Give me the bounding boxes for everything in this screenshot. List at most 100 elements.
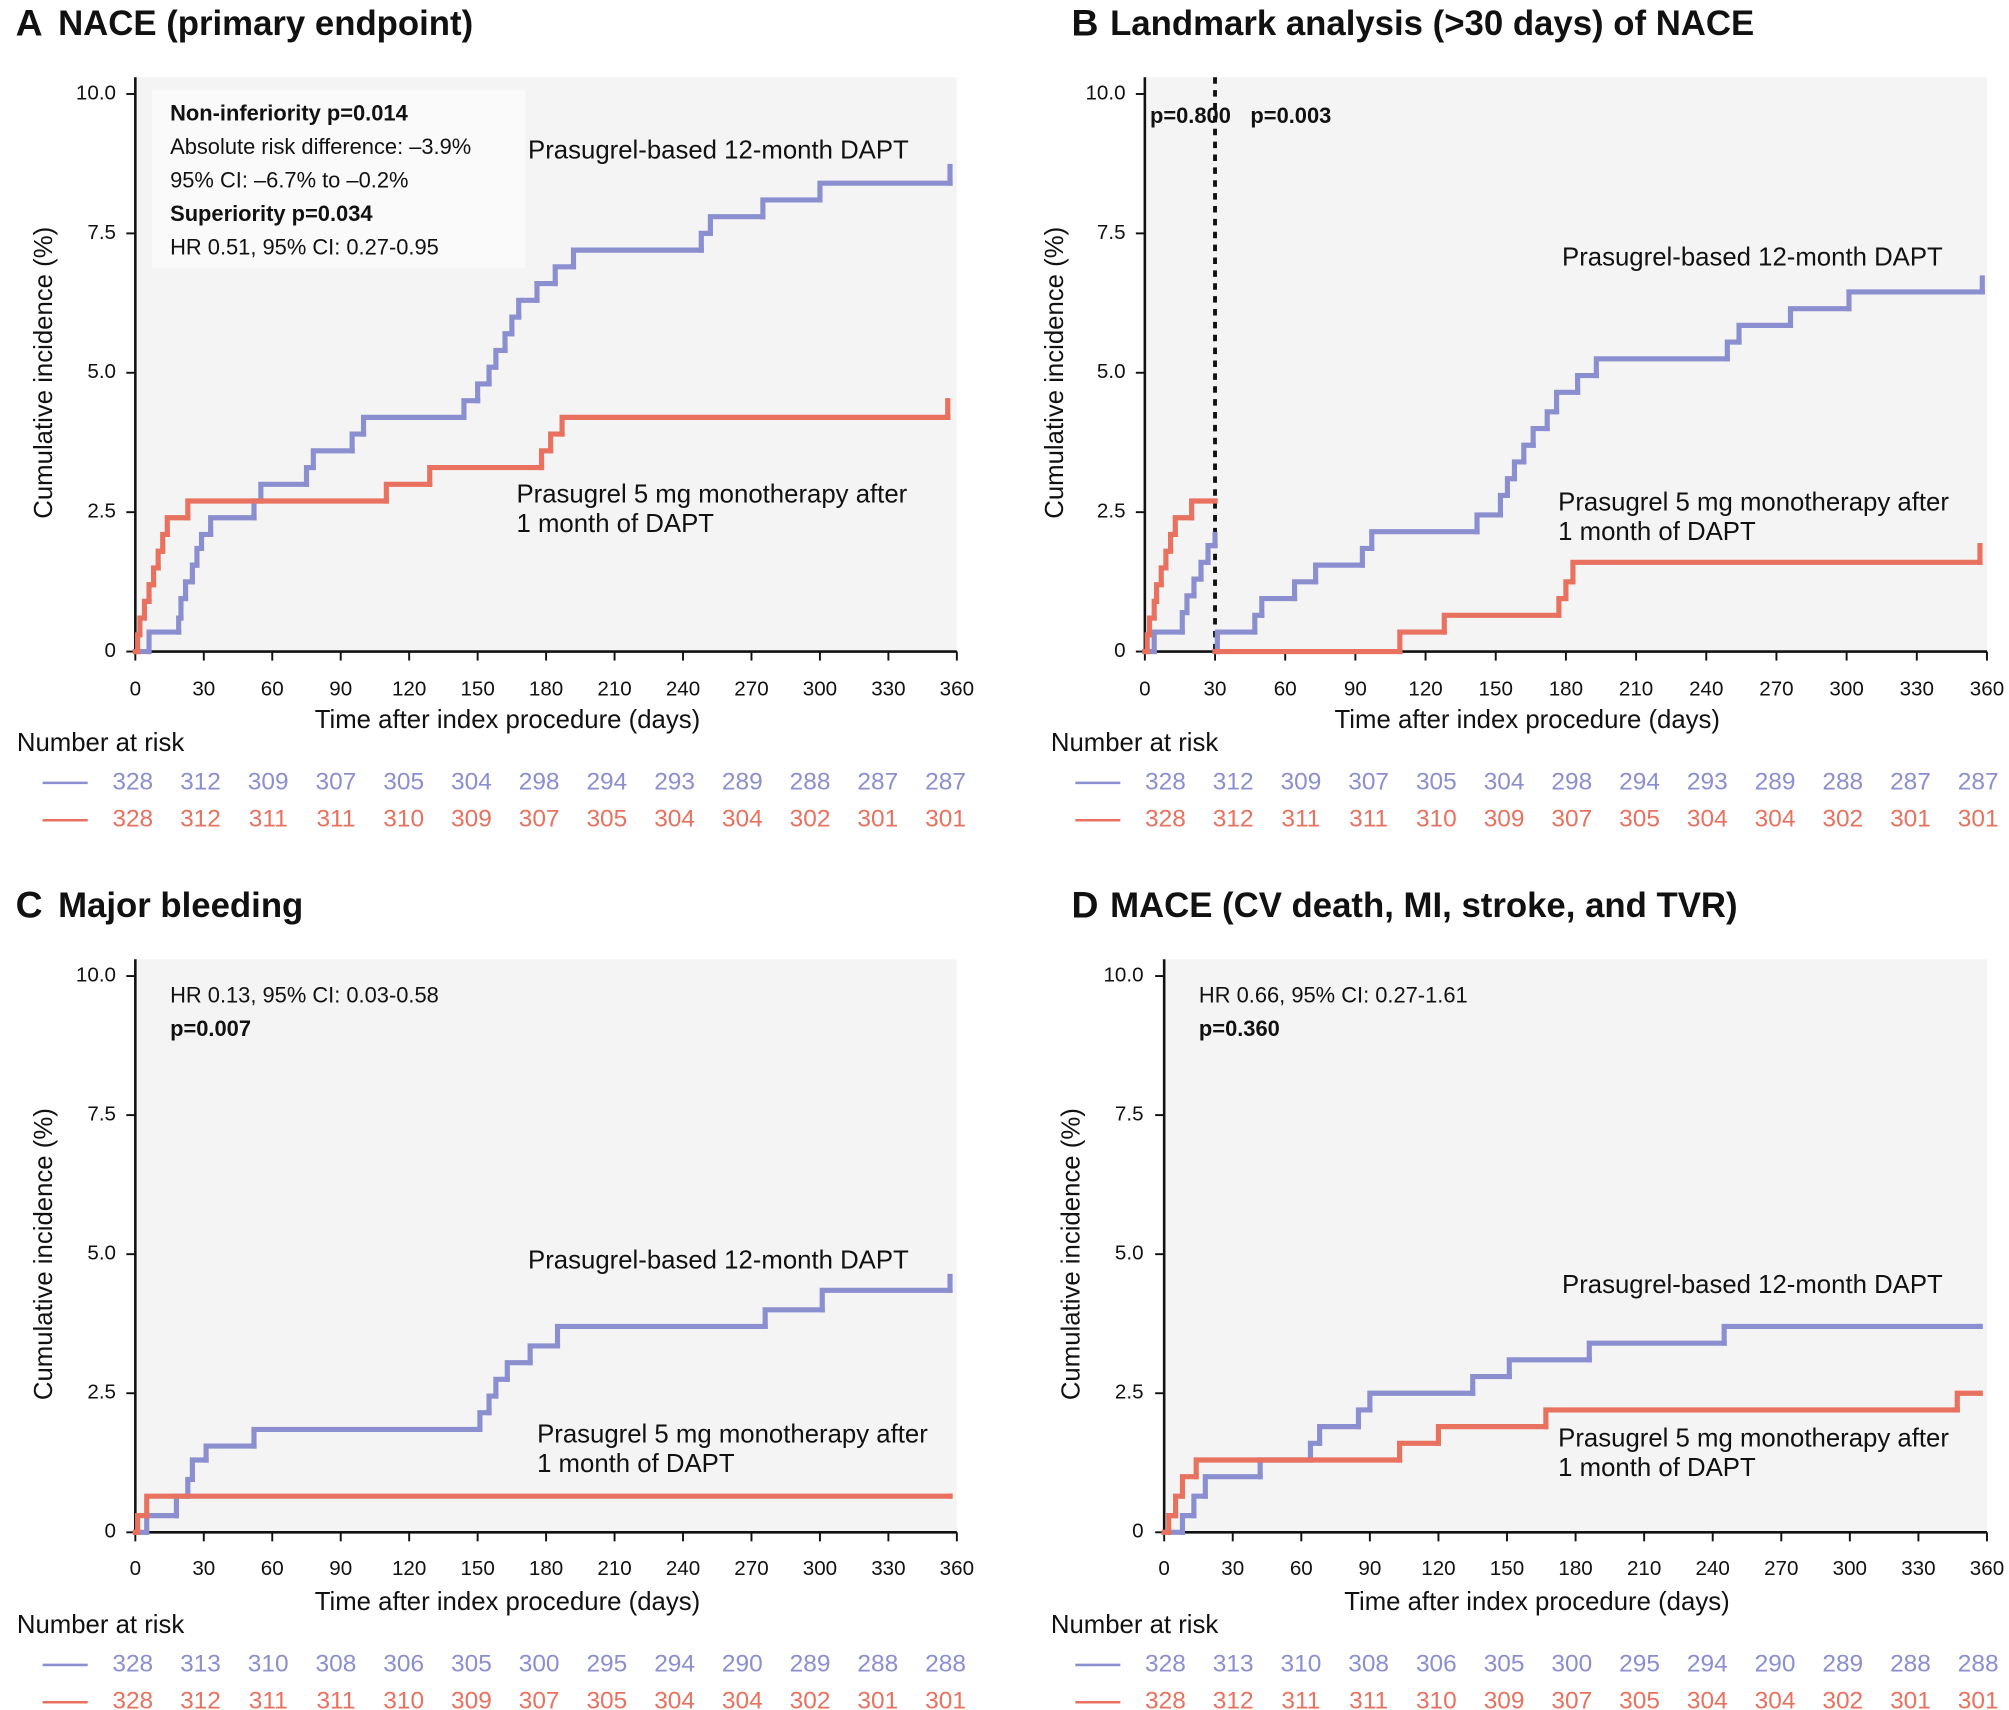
risk-number: 310	[1416, 1688, 1457, 1710]
curve-step	[1593, 356, 1730, 379]
curve-step	[1553, 389, 1581, 415]
curve-step	[310, 448, 355, 471]
panel-title: Major bleeding	[58, 887, 303, 925]
y-axis-label: Cumulative incidence (%)	[30, 227, 58, 519]
panel-title: MACE (CV death, MI, stroke, and TVR)	[1110, 887, 1738, 925]
risk-number: 328	[112, 1688, 153, 1710]
risk-number: 305	[1619, 1688, 1660, 1710]
curve-step	[203, 1443, 257, 1463]
curve-step	[1179, 1513, 1197, 1535]
curve-step	[1397, 629, 1447, 655]
annotation: p=0.360	[1199, 1016, 1280, 1041]
series-label: Prasugrel 5 mg monotherapy after	[516, 481, 907, 509]
series-label: Prasugrel 5 mg monotherapy after	[1558, 488, 1949, 516]
series-label: Prasugrel-based 12-month DAPT	[528, 137, 909, 165]
curve-step	[552, 264, 577, 287]
x-tick-label: 90	[1344, 678, 1367, 701]
risk-number: 289	[1822, 1650, 1863, 1677]
risk-number: 293	[654, 768, 695, 795]
risk-number: 311	[249, 1688, 288, 1710]
x-tick-label: 300	[1833, 1557, 1867, 1580]
risk-number: 308	[316, 1650, 357, 1677]
risk-number: 305	[1619, 806, 1660, 833]
x-tick-label: 0	[1139, 678, 1150, 701]
annotation: Absolute risk difference: –3.9%	[170, 134, 471, 159]
risk-number: 301	[1890, 1688, 1931, 1710]
risk-number: 328	[112, 806, 153, 833]
risk-number: 287	[1958, 768, 1999, 795]
risk-number: 301	[1958, 806, 1999, 833]
risk-number: 288	[1822, 768, 1863, 795]
curve-step	[1954, 1390, 1983, 1413]
risk-number: 306	[1416, 1650, 1457, 1677]
risk-number: 302	[790, 806, 831, 833]
y-tick-label: 0	[105, 1520, 116, 1543]
curve-step	[1721, 1323, 1983, 1346]
risk-number: 288	[1890, 1650, 1931, 1677]
y-tick-label: 5.0	[1097, 360, 1126, 383]
risk-number: 298	[1551, 768, 1592, 795]
x-tick-label: 0	[130, 678, 141, 701]
risk-number: 309	[1281, 768, 1322, 795]
x-tick-label: 360	[940, 678, 974, 701]
y-tick-label: 2.5	[1097, 500, 1126, 523]
curve-step	[477, 1410, 492, 1432]
curve-step	[1367, 1390, 1476, 1413]
series-label: 1 month of DAPT	[1558, 518, 1756, 546]
series-label: 1 month of DAPT	[537, 1450, 735, 1478]
curve-step	[1521, 442, 1536, 465]
risk-table-title: Number at risk	[1051, 729, 1219, 757]
annotation: p=0.007	[170, 1016, 251, 1041]
x-tick-label: 90	[329, 678, 352, 701]
panel-letter: D	[1071, 884, 1098, 926]
curve-step	[1441, 612, 1562, 635]
y-tick-label: 2.5	[1115, 1381, 1144, 1404]
risk-number: 305	[586, 806, 627, 833]
x-tick-label: 60	[1274, 678, 1297, 701]
risk-number: 307	[1348, 768, 1389, 795]
risk-number: 307	[519, 806, 560, 833]
annotation: Superiority p=0.034	[170, 201, 373, 226]
x-axis-label: Time after index procedure (days)	[315, 706, 700, 734]
panel-letter: C	[16, 884, 43, 926]
curve-step	[548, 431, 565, 454]
x-tick-label: 180	[529, 1557, 563, 1580]
risk-number: 287	[857, 768, 898, 795]
plot-background	[1144, 77, 1987, 652]
series-label: Prasugrel-based 12-month DAPT	[528, 1247, 909, 1275]
risk-number: 311	[1281, 806, 1320, 833]
risk-number: 288	[790, 768, 831, 795]
risk-number: 287	[925, 768, 966, 795]
risk-number: 310	[383, 806, 424, 833]
curve-step	[1317, 1424, 1362, 1446]
y-tick-label: 5.0	[1115, 1242, 1144, 1265]
risk-number: 288	[857, 1650, 898, 1677]
risk-number: 301	[1958, 1688, 1999, 1710]
risk-number: 311	[1349, 1688, 1388, 1710]
risk-number: 313	[180, 1650, 221, 1677]
risk-number: 309	[451, 806, 492, 833]
risk-number: 288	[1958, 1650, 1999, 1677]
risk-number: 309	[1484, 806, 1525, 833]
curve-step	[198, 531, 214, 551]
curve-step	[1474, 512, 1503, 535]
curve-step	[1846, 289, 1985, 312]
x-tick-label: 150	[1490, 1557, 1524, 1580]
curve-step	[251, 1426, 483, 1449]
risk-number: 328	[112, 1650, 153, 1677]
x-tick-label: 180	[1558, 1557, 1592, 1580]
curve-step	[1214, 629, 1258, 655]
x-tick-label: 300	[803, 1557, 837, 1580]
curve-step	[534, 280, 558, 303]
y-tick-label: 2.5	[87, 500, 116, 523]
series-label: 1 month of DAPT	[1558, 1454, 1756, 1482]
x-tick-label: 240	[666, 678, 700, 701]
x-tick-label: 210	[597, 1557, 631, 1580]
curve-step	[1435, 1424, 1549, 1446]
risk-table-title: Number at risk	[17, 729, 185, 757]
risk-number: 304	[1755, 1688, 1796, 1710]
risk-number: 313	[1213, 1650, 1254, 1677]
x-axis-label: Time after index procedure (days)	[1335, 706, 1720, 734]
risk-number: 328	[112, 768, 153, 795]
curve-step	[360, 414, 467, 437]
